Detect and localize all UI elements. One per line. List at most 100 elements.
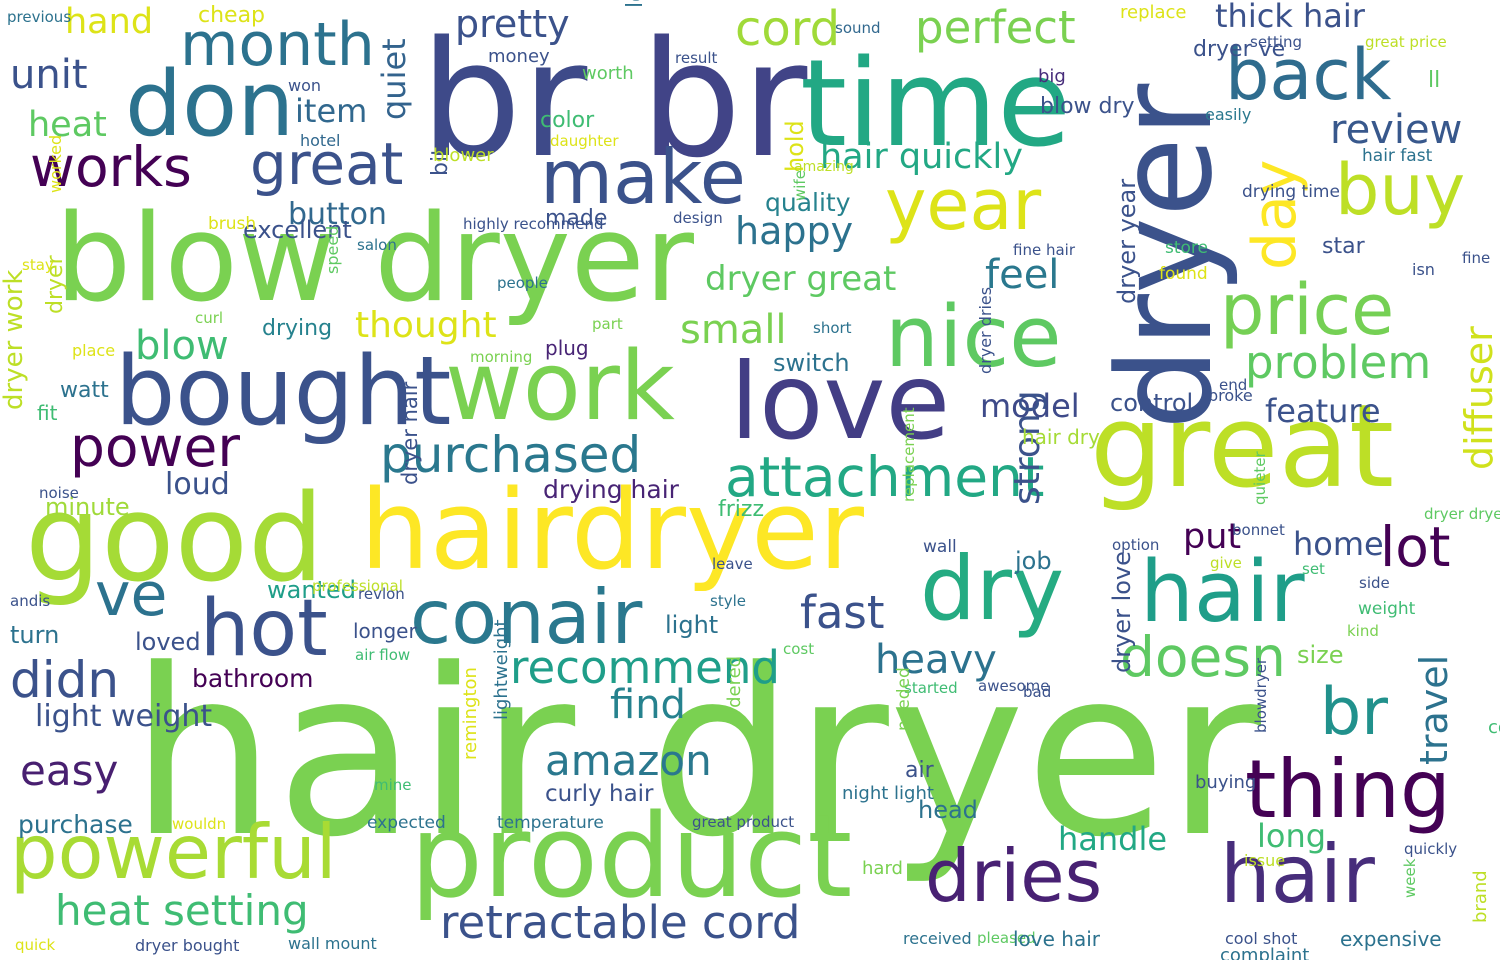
word-hand: hand xyxy=(65,2,154,42)
word-month: month xyxy=(180,10,375,80)
word-previous: previous xyxy=(7,8,72,26)
word-amazing: amazing xyxy=(794,159,854,175)
word-worked: worked xyxy=(46,134,65,193)
word-week: week xyxy=(1401,858,1419,898)
word-powerful: powerful xyxy=(10,808,337,896)
word-professional: professional xyxy=(312,577,403,595)
word-minute: minute xyxy=(45,493,130,521)
word-didn: didn xyxy=(10,651,120,709)
word-doesn: doesn xyxy=(1120,625,1286,689)
word-heat-setting: heat setting xyxy=(55,886,309,935)
word-longer: longer xyxy=(353,619,417,643)
word-works: works xyxy=(30,135,192,199)
word-head: head xyxy=(918,796,978,824)
word-replace: replace xyxy=(1120,2,1187,23)
word-received: received xyxy=(903,929,972,948)
word-give: give xyxy=(1210,554,1242,572)
word-hair-quickly: hair quickly xyxy=(820,137,1023,177)
word-found: found xyxy=(1159,264,1208,284)
word-amazon: amazon xyxy=(545,736,712,785)
word-watt: watt xyxy=(60,378,109,403)
word-place: place xyxy=(72,341,116,360)
word-cool-shot: cool shot xyxy=(1225,929,1298,948)
word-weight: weight xyxy=(1358,599,1416,619)
word-brand: brand xyxy=(1470,870,1491,923)
word-fast: fast xyxy=(800,586,885,639)
word-make: make xyxy=(540,133,746,221)
word-wouldn: wouldn xyxy=(172,815,227,833)
word-pretty: pretty xyxy=(455,2,570,46)
word-dryer-bought: dryer bought xyxy=(135,936,240,955)
word-revlon: revlon xyxy=(358,585,405,603)
word-br: br xyxy=(1320,675,1388,750)
word-great-price: great price xyxy=(1365,33,1447,51)
word-speed: speed xyxy=(323,225,342,274)
word-option: option xyxy=(1112,536,1160,554)
word-quiet: quiet xyxy=(375,38,413,120)
word-daughter: daughter xyxy=(550,132,619,150)
word-love: love xyxy=(730,341,951,463)
word-long: long xyxy=(1257,817,1327,855)
word-wall: wall xyxy=(923,537,957,557)
word-result: result xyxy=(675,49,718,67)
word-long-hair: long hair xyxy=(623,0,648,8)
word-dryer-year: dryer year xyxy=(1113,178,1141,304)
word-retractable-cord: retractable cord xyxy=(440,896,801,949)
word-loud: loud xyxy=(165,467,230,502)
word-easily: easily xyxy=(1205,105,1252,124)
word-started: started xyxy=(904,679,958,697)
word-thick-hair: thick hair xyxy=(1215,0,1365,35)
word-temperature: temperature xyxy=(497,813,604,833)
word-excellent: excellent xyxy=(243,216,352,244)
word-unit: unit xyxy=(10,52,88,98)
word-drying-time: drying time xyxy=(1242,182,1340,202)
word-quickly: quickly xyxy=(1404,840,1458,858)
word-hair: hair xyxy=(1140,543,1305,642)
word-short: short xyxy=(813,319,852,337)
word-turn: turn xyxy=(10,621,60,649)
word-hair-fast: hair fast xyxy=(1362,146,1433,166)
word-dryer-dries: dryer dries xyxy=(976,286,995,374)
word-broke: broke xyxy=(1208,386,1253,405)
word-model: model xyxy=(980,387,1080,425)
word-money: money xyxy=(488,46,550,67)
word-lightweight: lightweight xyxy=(491,619,512,720)
word-br: br xyxy=(420,6,588,193)
word-lot: lot xyxy=(1380,515,1451,579)
word-kind: kind xyxy=(1347,622,1379,640)
word-ll: ll xyxy=(1428,68,1441,93)
word-cord: cord xyxy=(735,1,841,57)
word-replacement: replacement xyxy=(900,407,918,502)
word-blow-dryer: blow dryer xyxy=(55,190,694,329)
word-buying: buying xyxy=(1195,772,1257,793)
word-recommend: recommend xyxy=(510,641,780,694)
word-heavy: heavy xyxy=(875,637,997,683)
word-remington: remington xyxy=(460,667,481,760)
word-nice: nice xyxy=(885,288,1062,387)
word-side: side xyxy=(1359,574,1390,592)
word-conair: conair xyxy=(410,573,643,661)
word-needed: needed xyxy=(894,667,914,731)
word-fit: fit xyxy=(37,401,58,425)
word-isn: isn xyxy=(1412,260,1435,279)
word-awesome: awesome xyxy=(978,677,1050,695)
word-great: great xyxy=(250,130,404,198)
word-blow: blow xyxy=(135,323,229,369)
word-perfect: perfect xyxy=(915,1,1076,54)
word-made: made xyxy=(545,206,608,231)
word-purchase: purchase xyxy=(18,810,133,839)
word-blow-dry: blow dry xyxy=(1040,94,1135,119)
word-item: item xyxy=(295,92,368,130)
word-power: power xyxy=(70,415,240,479)
word-back: back xyxy=(1225,34,1392,116)
word-handle: handle xyxy=(1058,820,1168,858)
word-great: great xyxy=(1090,380,1395,514)
word-purchased: purchased xyxy=(380,426,642,484)
word-curly-hair: curly hair xyxy=(545,781,654,807)
word-drying-hair: drying hair xyxy=(543,475,679,504)
word-job: job xyxy=(1015,547,1052,575)
word-don: don xyxy=(125,52,295,157)
word-salon: salon xyxy=(357,236,397,254)
word-product: product xyxy=(410,790,853,924)
word-plug: plug xyxy=(545,336,589,360)
